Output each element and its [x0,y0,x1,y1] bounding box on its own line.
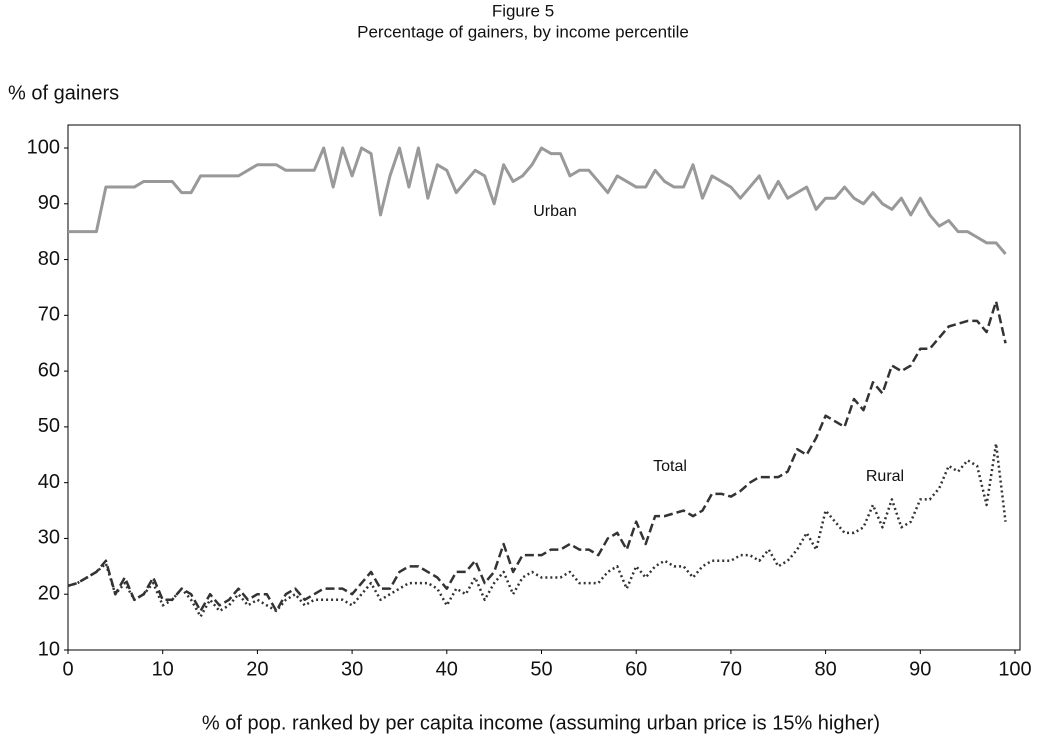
x-tick-label: 90 [909,658,931,680]
series-line [67,300,1007,613]
x-tick-label: 50 [530,658,552,680]
y-tick-label: 10 [38,638,60,660]
x-tick-label: 40 [436,658,458,680]
y-tick-label: 60 [38,359,60,381]
x-tick-label: 10 [152,658,174,680]
x-tick-label: 100 [998,658,1031,680]
x-tick-label: 20 [246,658,268,680]
plot-frame [67,124,1021,651]
x-axis-label: % of pop. ranked by per capita income (a… [202,712,880,734]
y-tick-label: 40 [38,471,60,493]
x-tick-label: 0 [62,658,73,680]
x-tick-label: 60 [625,658,647,680]
y-tick-label: 20 [38,583,60,605]
y-tick-label: 90 [38,192,60,214]
y-tick-label: 100 [27,136,60,158]
x-tick-label: 80 [814,658,836,680]
y-tick-label: 80 [38,248,60,270]
x-tick-label: 30 [341,658,363,680]
y-tick-label: 70 [38,304,60,326]
x-tick-label: 70 [720,658,742,680]
y-tick-label: 50 [38,415,60,437]
series-label: Urban [533,203,577,220]
series-line [68,146,1007,255]
series-label: Rural [866,468,904,485]
y-axis-label: % of gainers [8,82,119,104]
y-tick-label: 30 [38,527,60,549]
series-label: Total [653,458,687,475]
chart-subtitle: Percentage of gainers, by income percent… [357,22,689,41]
series-line [67,442,1007,618]
chart-title: Figure 5 [492,1,554,20]
